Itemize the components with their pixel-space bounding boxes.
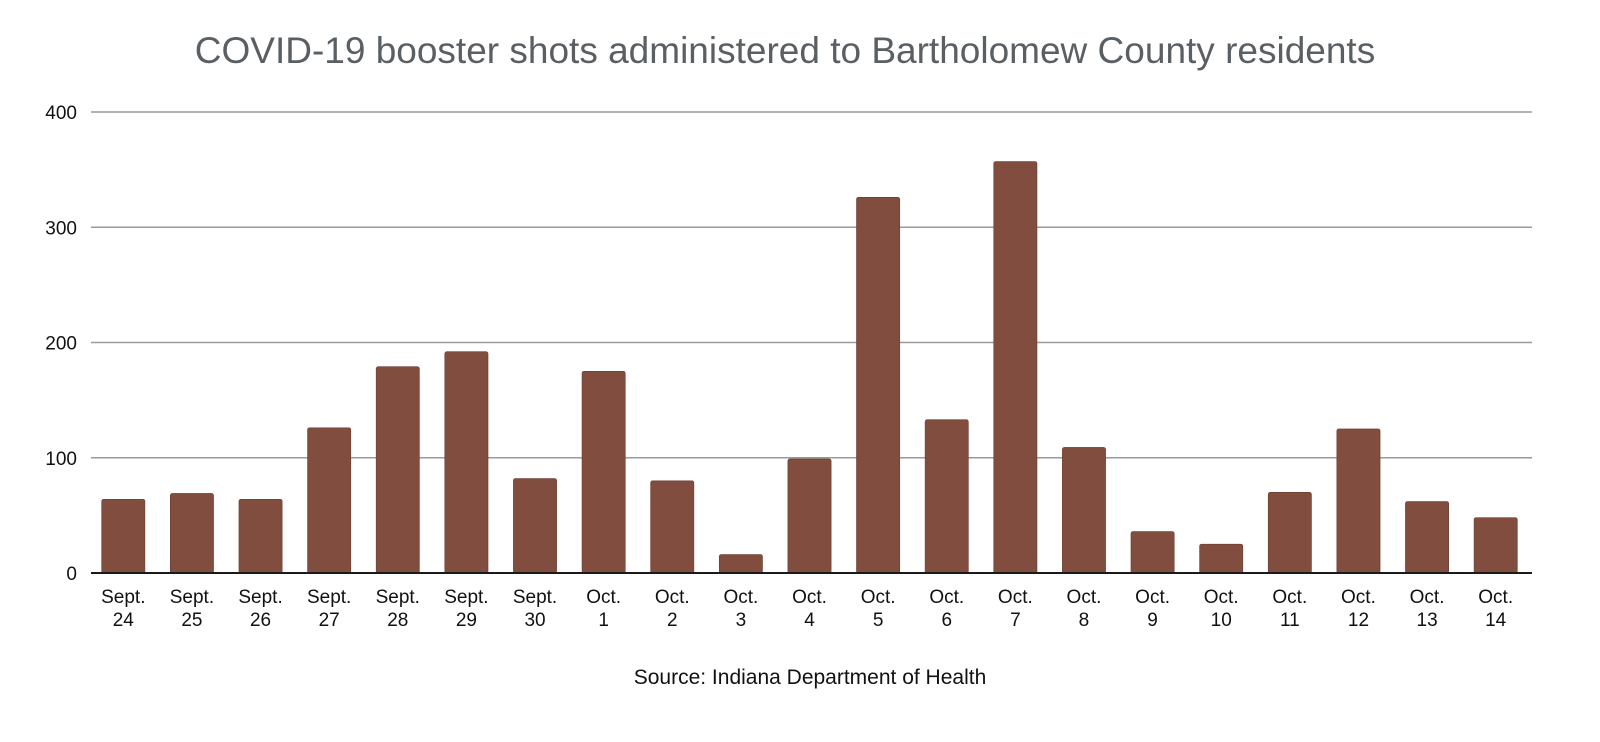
x-tick-label-day: 10	[1211, 610, 1232, 631]
x-tick-label-day: 9	[1147, 610, 1158, 631]
x-tick-label-day: 7	[1010, 610, 1021, 631]
x-tick-label-day: 27	[319, 610, 340, 631]
x-tick-label-month: Oct.	[861, 587, 896, 608]
x-tick-label-day: 13	[1417, 610, 1438, 631]
x-tick-label-day: 14	[1485, 610, 1507, 631]
y-tick-label: 200	[45, 334, 77, 355]
x-tick-label-day: 8	[1079, 610, 1090, 631]
bar	[307, 427, 352, 574]
bar	[1267, 492, 1312, 574]
x-tick-label-month: Sept.	[170, 587, 214, 608]
x-tick-label-day: 29	[456, 610, 477, 631]
x-tick-label-month: Oct.	[1478, 587, 1513, 608]
x-tick-label-month: Sept.	[444, 587, 488, 608]
bar	[1062, 447, 1106, 574]
y-tick-label: 300	[45, 218, 77, 239]
x-tick-label-month: Sept.	[376, 587, 420, 608]
x-tick-label-month: Oct.	[1272, 587, 1307, 608]
x-tick-label-month: Sept.	[238, 587, 282, 608]
x-tick-label-day: 11	[1280, 610, 1300, 631]
bar	[1336, 428, 1381, 574]
x-tick-label-day: 24	[113, 610, 135, 631]
bar	[993, 161, 1038, 574]
y-tick-label: 0	[66, 564, 77, 585]
bar	[924, 419, 969, 574]
x-tick-label-month: Oct.	[586, 587, 621, 608]
y-tick-label: 100	[45, 449, 77, 470]
bar	[1473, 517, 1518, 574]
bar	[101, 498, 146, 574]
chart-title: COVID-19 booster shots administered to B…	[194, 30, 1376, 71]
x-tick-label-month: Oct.	[998, 587, 1033, 608]
x-tick-label-month: Sept.	[307, 587, 351, 608]
x-tick-label-month: Oct.	[1341, 587, 1376, 608]
bar	[513, 478, 557, 574]
chart-source: Source: Indiana Department of Health	[633, 666, 987, 689]
gridlines	[91, 111, 1532, 459]
x-tick-label-day: 2	[667, 610, 678, 631]
x-tick-label-month: Sept.	[513, 587, 557, 608]
bars	[101, 161, 1518, 574]
x-tick-label-month: Oct.	[1410, 587, 1445, 608]
x-tick-label-day: 5	[873, 610, 884, 631]
x-tick-label-day: 26	[250, 610, 271, 631]
x-tick-label-month: Oct.	[723, 587, 758, 608]
bar	[581, 371, 626, 574]
y-axis-ticks: 0 100 200 300 400	[45, 103, 77, 585]
x-tick-label-month: Oct.	[792, 587, 827, 608]
x-tick-label-month: Oct.	[1204, 587, 1239, 608]
bar	[787, 458, 832, 574]
x-tick-label-month: Oct.	[1135, 587, 1170, 608]
x-axis-ticks: Sept.24Sept.25Sept.26Sept.27Sept.28Sept.…	[101, 587, 1513, 631]
x-tick-label-month: Oct.	[1067, 587, 1102, 608]
bar	[444, 351, 489, 574]
x-tick-label-day: 1	[598, 610, 609, 631]
x-tick-label-day: 25	[181, 610, 202, 631]
bar	[856, 196, 901, 574]
bar	[375, 366, 420, 574]
x-tick-label-day: 12	[1348, 610, 1369, 631]
bar	[1199, 543, 1244, 574]
y-tick-label: 400	[45, 103, 77, 124]
x-tick-label-month: Oct.	[655, 587, 690, 608]
bar	[718, 554, 763, 574]
x-tick-label-day: 3	[736, 610, 747, 631]
x-tick-label-day: 6	[941, 610, 952, 631]
bar	[238, 498, 283, 574]
bar	[1130, 531, 1175, 574]
x-tick-label-day: 28	[387, 610, 408, 631]
x-tick-label-month: Sept.	[101, 587, 145, 608]
x-tick-label-month: Oct.	[929, 587, 964, 608]
bar	[170, 493, 214, 574]
x-tick-label-day: 30	[524, 610, 545, 631]
x-tick-label-day: 4	[804, 610, 815, 631]
bar	[1405, 501, 1449, 574]
bar	[650, 480, 695, 574]
